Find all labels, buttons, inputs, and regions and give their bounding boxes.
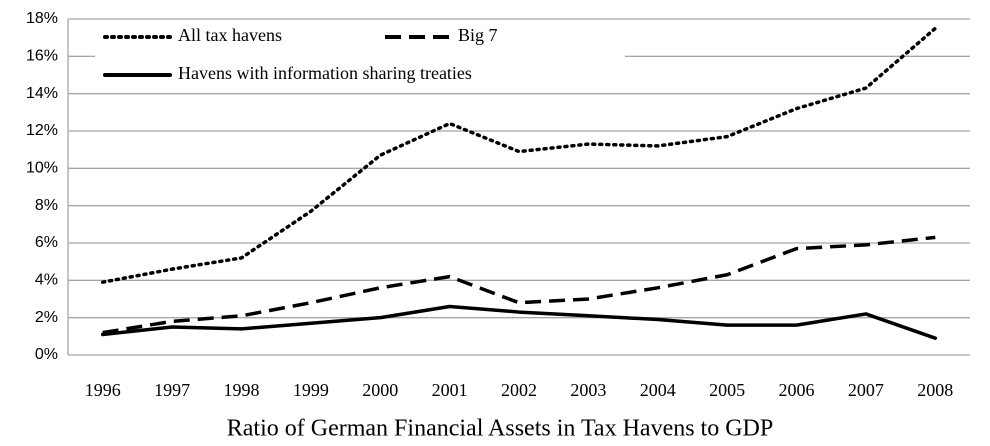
x-tick-label: 2003 bbox=[570, 380, 606, 400]
x-tick-label: 2006 bbox=[779, 380, 815, 400]
x-tick-label: 2001 bbox=[432, 380, 468, 400]
series-line bbox=[100, 304, 938, 340]
y-tick-label: 16% bbox=[26, 48, 58, 65]
x-tick-label: 1996 bbox=[85, 380, 121, 400]
x-tick-label: 2005 bbox=[709, 380, 745, 400]
y-tick-label: 8% bbox=[35, 197, 58, 214]
y-tick-label: 14% bbox=[26, 85, 58, 102]
legend-label: Big 7 bbox=[458, 25, 498, 45]
x-tick-label: 2004 bbox=[640, 380, 676, 400]
y-tick-label: 4% bbox=[35, 272, 58, 289]
y-tick-label: 18% bbox=[26, 10, 58, 27]
legend-background bbox=[95, 20, 625, 92]
legend-label: All tax havens bbox=[178, 25, 282, 45]
series-line bbox=[102, 235, 936, 335]
y-tick-label: 12% bbox=[26, 122, 58, 139]
x-tick-label: 2008 bbox=[917, 380, 953, 400]
x-tick-label: 2002 bbox=[501, 380, 537, 400]
x-tick-label: 1998 bbox=[223, 380, 259, 400]
x-tick-label: 1999 bbox=[293, 380, 329, 400]
y-tick-label: 2% bbox=[35, 309, 58, 326]
legend-label: Havens with information sharing treaties bbox=[178, 63, 472, 83]
series-line bbox=[100, 26, 938, 284]
y-tick-label: 10% bbox=[26, 160, 58, 177]
x-tick-label: 2000 bbox=[362, 380, 398, 400]
y-tick-label: 6% bbox=[35, 234, 58, 251]
x-tick-label: 2007 bbox=[848, 380, 884, 400]
y-tick-label: 0% bbox=[35, 346, 58, 363]
x-tick-label: 1997 bbox=[154, 380, 190, 400]
chart-title: Ratio of German Financial Assets in Tax … bbox=[227, 416, 773, 442]
